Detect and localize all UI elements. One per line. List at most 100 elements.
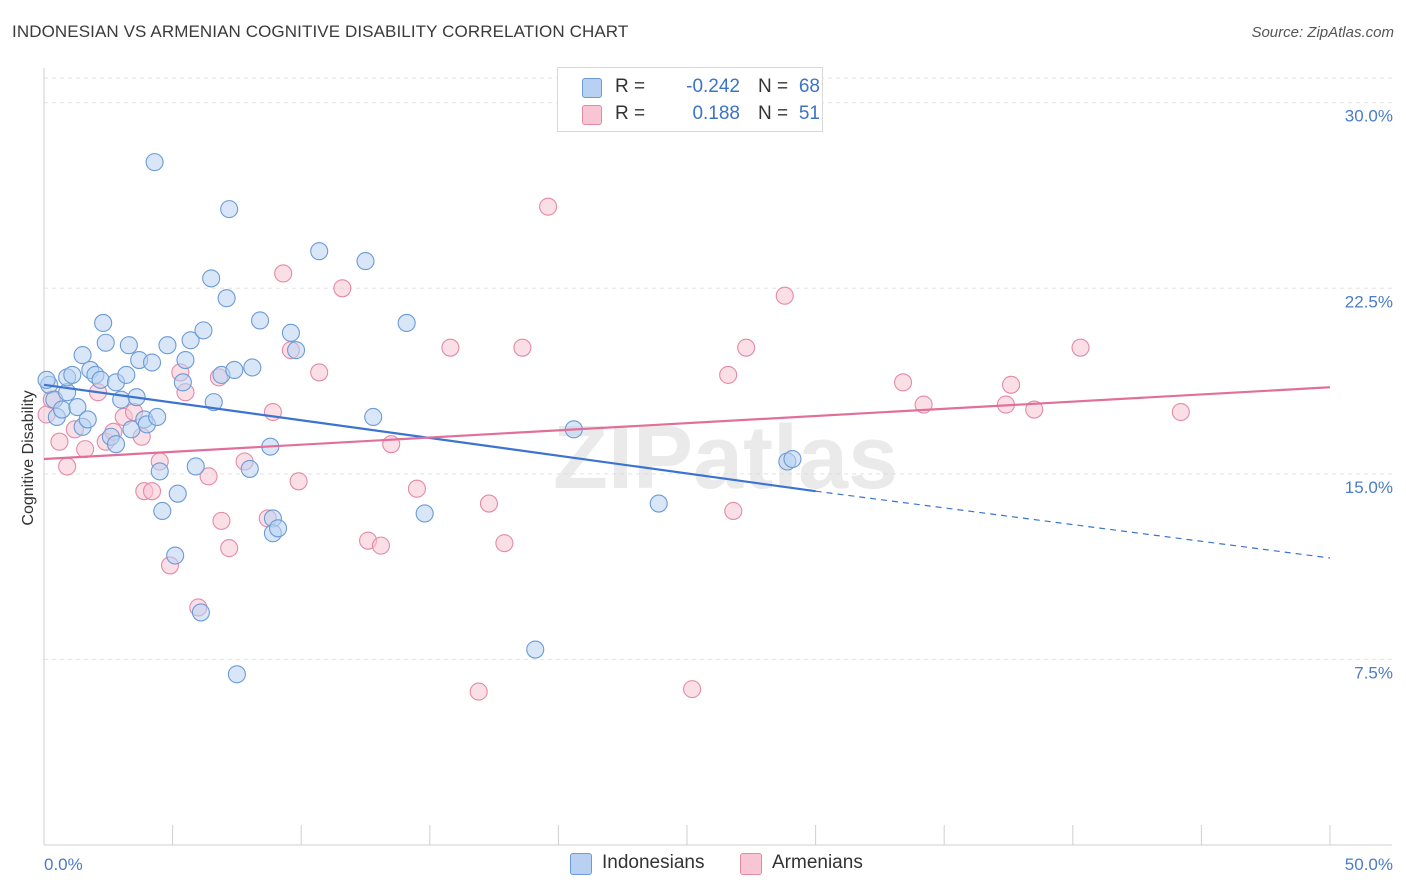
armenian-point — [1025, 400, 1044, 419]
armenian-point — [274, 264, 293, 283]
indonesian-point — [202, 269, 221, 288]
armenian-point — [737, 338, 756, 357]
indonesian-point — [240, 459, 259, 478]
indonesian-point — [227, 665, 246, 684]
indonesian-point — [204, 393, 223, 412]
armenians-swatch — [582, 105, 602, 125]
watermark: ZIPatlas — [553, 408, 898, 508]
indonesian-point — [68, 398, 87, 417]
armenian-point — [539, 197, 558, 216]
armenian-point — [469, 682, 488, 701]
n-value: 68 — [798, 76, 820, 97]
y-tick-label: 30.0% — [1345, 107, 1393, 126]
indonesians-legend-swatch — [570, 853, 592, 875]
indonesian-point — [63, 365, 82, 384]
indonesian-trend-extension — [815, 490, 1331, 559]
armenian-point — [76, 440, 95, 459]
indonesian-point — [91, 370, 110, 389]
indonesian-point — [176, 351, 195, 370]
indonesian-point — [281, 323, 300, 342]
n-label: N = — [758, 76, 789, 97]
indonesian-point — [415, 504, 434, 523]
source-label: Source: ZipAtlas.com — [1251, 24, 1394, 41]
x-tick-label: 50.0% — [1345, 855, 1393, 874]
indonesian-point — [173, 373, 192, 392]
armenian-point — [495, 534, 514, 553]
armenian-point — [775, 286, 794, 305]
r-label: R = — [615, 103, 646, 124]
indonesian-point — [150, 462, 169, 481]
indonesian-point — [142, 353, 162, 372]
indonesians-swatch — [582, 78, 602, 98]
indonesian-point — [73, 346, 92, 365]
chart-title: INDONESIAN VS ARMENIAN COGNITIVE DISABIL… — [12, 22, 629, 41]
indonesian-point — [153, 501, 172, 521]
armenian-point — [407, 479, 426, 498]
indonesian-point — [225, 360, 244, 380]
axes-layer — [43, 68, 1392, 846]
n-value: 51 — [798, 103, 820, 124]
r-label: R = — [615, 76, 646, 97]
armenian-point — [371, 536, 390, 555]
indonesian-point — [117, 365, 136, 384]
armenian-point — [220, 539, 239, 558]
indonesian-point — [269, 519, 288, 538]
indonesian-point — [250, 311, 270, 330]
indonesian-point — [119, 336, 138, 355]
armenian-point — [719, 365, 738, 384]
armenian-point — [142, 482, 162, 501]
armenian-point — [683, 680, 702, 699]
indonesian-point — [158, 336, 177, 355]
y-axis-title: Cognitive Disability — [20, 390, 37, 525]
armenian-point — [333, 279, 352, 298]
trend-layer — [43, 383, 1331, 559]
indonesian-point — [397, 313, 416, 332]
indonesian-point — [37, 370, 56, 389]
indonesian-point — [217, 289, 236, 308]
legend-label: Indonesians — [602, 852, 705, 873]
x-tick-label: 0.0% — [44, 855, 83, 874]
armenian-point — [513, 338, 532, 357]
stats-legend: R = -0.242 N = 68 R = 0.188 N = 51 — [557, 67, 823, 132]
armenian-point — [441, 338, 460, 357]
indonesian-point — [649, 494, 668, 513]
legend-label: Armenians — [772, 852, 863, 873]
label-layer: 7.5% 15.0% 22.5% 30.0% 0.0% 50.0% Cognitive Di… — [20, 107, 1393, 874]
y-tick-label: 22.5% — [1345, 292, 1393, 311]
indonesian-point — [148, 407, 167, 427]
armenian-point — [58, 457, 77, 476]
indonesian-point — [52, 400, 72, 419]
armenians-legend-swatch — [740, 853, 762, 875]
indonesian-point — [220, 200, 239, 219]
armenian-trend-line — [43, 386, 1331, 461]
indonesian-point — [181, 331, 200, 350]
armenian-point — [289, 472, 308, 491]
y-tick-label: 7.5% — [1354, 663, 1393, 682]
indonesian-point — [106, 435, 126, 454]
armenian-point — [50, 432, 69, 451]
armenian-point — [893, 373, 913, 392]
armenian-point — [479, 494, 499, 513]
indonesian-point — [94, 313, 113, 332]
indonesian-point — [145, 153, 164, 172]
armenian-point — [212, 511, 231, 530]
armenian-point — [199, 467, 218, 486]
indonesian-point — [186, 457, 205, 476]
n-label: N = — [758, 103, 789, 124]
indonesian-point — [243, 358, 262, 377]
indonesian-point — [166, 546, 185, 565]
armenian-point — [310, 363, 329, 382]
r-value: -0.242 — [686, 76, 740, 97]
indonesian-point — [783, 449, 802, 469]
indonesian-point — [194, 321, 213, 340]
r-value: 0.188 — [692, 103, 740, 124]
armenian-point — [1171, 402, 1190, 422]
armenian-point — [1071, 338, 1090, 357]
indonesian-point — [191, 603, 210, 622]
points-layer — [37, 153, 1190, 701]
indonesian-point — [168, 484, 187, 503]
indonesian-point — [287, 341, 306, 360]
indonesian-point — [96, 333, 115, 352]
y-tick-label: 15.0% — [1345, 478, 1393, 497]
